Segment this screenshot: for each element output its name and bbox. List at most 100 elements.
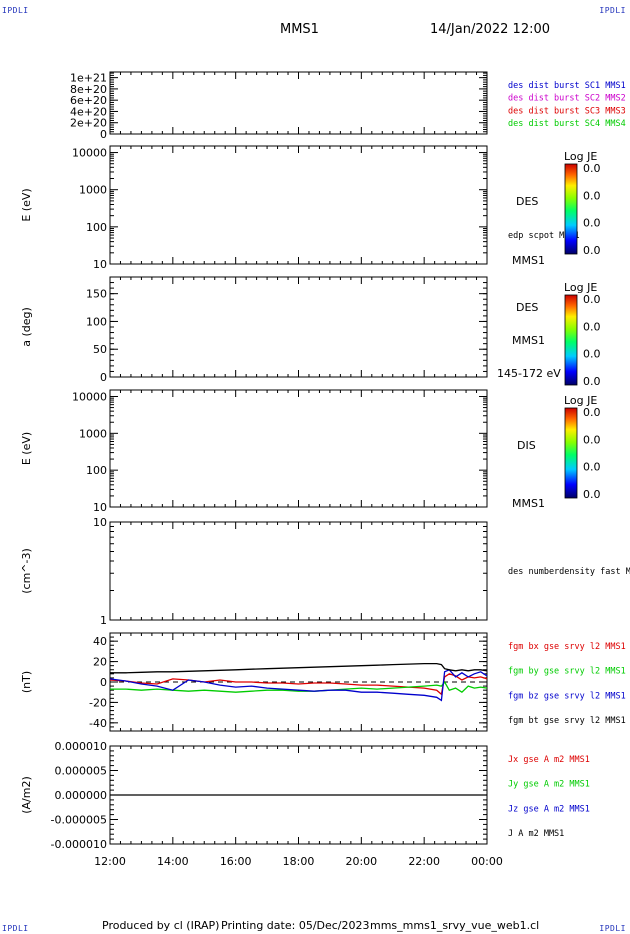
ytick-label-des-energy: 100 (86, 221, 107, 234)
spacecraft-title: MMS1 (280, 22, 319, 37)
ytick-label-dist-burst: 1e+21 (70, 72, 107, 85)
ytick-label-fgm: 40 (93, 635, 107, 648)
ytick-label-dist-burst: 2e+20 (70, 117, 107, 130)
colorbar-tick-des-pitch: 0.0 (583, 320, 601, 333)
ytick-label-density: 10 (93, 516, 107, 529)
ylabel-density: (cm^-3) (20, 548, 33, 594)
side-label-des-energy: DES (516, 195, 538, 208)
ytick-label-des-pitch: 100 (86, 315, 107, 328)
corner-tag-top-right: IPDLI (599, 6, 626, 15)
colorbar-tick-des-energy: 0.0 (583, 244, 601, 257)
xtick-label: 22:00 (408, 855, 440, 868)
panel-frame-dis-energy (109, 389, 488, 508)
footer-printing-date: Printing date: 05/Dec/2023 (221, 919, 370, 932)
legend-entry-current: Jz gse A m2 MMS1 (508, 804, 590, 814)
ytick-label-current: -0.000005 (51, 814, 107, 827)
ytick-label-dis-energy: 10 (93, 501, 107, 514)
colorbar-des-energy (564, 163, 578, 255)
ytick-label-dist-burst: 0 (100, 128, 107, 141)
ytick-label-dist-burst: 8e+20 (70, 83, 107, 96)
colorbar-tick-dis-energy: 0.0 (583, 433, 601, 446)
legend-entry-density: des numberdensity fast M (508, 567, 630, 577)
ytick-label-des-energy: 1000 (79, 184, 107, 197)
ylabel-des-pitch: a (deg) (20, 307, 33, 347)
colorbar-title-dis-energy: Log JE (564, 394, 597, 407)
colorbar-tick-des-pitch: 0.0 (583, 293, 601, 306)
side-label-des-pitch: 145-172 eV (497, 367, 561, 380)
series-line-fgm-2 (109, 669, 488, 702)
ytick-label-fgm: -40 (89, 717, 107, 730)
colorbar-title-des-energy: Log JE (564, 150, 597, 163)
legend-entry-fgm: fgm bx gse srvy l2 MMS1 (508, 642, 626, 652)
colorbar-tick-des-energy: 0.0 (583, 162, 601, 175)
ytick-label-current: 0.000010 (55, 740, 108, 753)
ytick-label-fgm: 0 (100, 676, 107, 689)
legend-entry-dist-burst: des dist burst SC2 MMS2 (508, 94, 626, 104)
ytick-label-dist-burst: 6e+20 (70, 94, 107, 107)
ytick-label-current: -0.000010 (51, 838, 107, 851)
footer-produced: Produced by cl (IRAP) (102, 919, 220, 932)
ytick-label-des-pitch: 50 (93, 343, 107, 356)
side-label-des-pitch: MMS1 (512, 334, 545, 347)
ytick-label-des-energy: 10000 (72, 147, 107, 160)
colorbar-tick-dis-energy: 0.0 (583, 488, 601, 501)
footer-filename: mms_mms1_srvy_vue_web1.cl (370, 919, 540, 932)
legend-entry-fgm: fgm bz gse srvy l2 MMS1 (508, 691, 626, 701)
xtick-label: 12:00 (94, 855, 126, 868)
datetime-title: 14/Jan/2022 12:00 (430, 22, 551, 37)
side-label-des-energy: edp scpot MMS1 (508, 231, 580, 241)
corner-tag-bottom-right: IPDLI (599, 924, 626, 933)
panel-frame-des-pitch (109, 276, 488, 378)
legend-entry-current: Jy gse A m2 MMS1 (508, 780, 590, 790)
xtick-label: 16:00 (220, 855, 252, 868)
corner-tag-bottom-left: IPDLI (2, 924, 29, 933)
side-label-dis-energy: DIS (517, 439, 536, 452)
ytick-label-density: 1 (100, 614, 107, 627)
ylabel-dis-energy: E (eV) (20, 432, 33, 465)
ytick-label-dis-energy: 10000 (72, 390, 107, 403)
legend-entry-fgm: fgm by gse srvy l2 MMS1 (508, 667, 626, 677)
ytick-label-des-pitch: 150 (86, 288, 107, 301)
ytick-label-dis-energy: 1000 (79, 427, 107, 440)
side-label-dis-energy: MMS1 (512, 497, 545, 510)
legend-entry-current: Jx gse A m2 MMS1 (508, 755, 590, 765)
legend-entry-fgm: fgm bt gse srvy l2 MMS1 (508, 716, 626, 726)
ylabel-fgm: (nT) (20, 671, 33, 693)
legend-entry-current: J A m2 MMS1 (508, 829, 564, 839)
panel-frame-des-energy (109, 145, 488, 265)
colorbar-tick-dis-energy: 0.0 (583, 461, 601, 474)
ytick-label-current: 0.000005 (55, 765, 108, 778)
legend-entry-dist-burst: des dist burst SC4 MMS4 (508, 119, 626, 129)
xtick-label: 14:00 (157, 855, 189, 868)
colorbar-tick-des-energy: 0.0 (583, 217, 601, 230)
corner-tag-top-left: IPDLI (2, 6, 29, 15)
ytick-label-des-energy: 10 (93, 258, 107, 271)
panel-frame-density (109, 521, 488, 621)
xtick-label: 18:00 (283, 855, 315, 868)
ytick-label-dist-burst: 4e+20 (70, 105, 107, 118)
series-line-fgm-1 (110, 680, 488, 694)
panel-frame-dist-burst (109, 71, 488, 135)
colorbar-des-pitch (564, 294, 578, 386)
ylabel-current: (A/m2) (20, 776, 33, 814)
colorbar-tick-dis-energy: 0.0 (583, 406, 601, 419)
ytick-label-des-pitch: 0 (100, 371, 107, 384)
ytick-label-fgm: 20 (93, 656, 107, 669)
ylabel-des-energy: E (eV) (20, 188, 33, 221)
colorbar-title-des-pitch: Log JE (564, 281, 597, 294)
legend-entry-dist-burst: des dist burst SC3 MMS3 (508, 106, 626, 116)
xtick-label: 20:00 (345, 855, 377, 868)
ytick-label-dis-energy: 100 (86, 464, 107, 477)
xtick-label: 00:00 (471, 855, 503, 868)
colorbar-tick-des-energy: 0.0 (583, 189, 601, 202)
colorbar-tick-des-pitch: 0.0 (583, 375, 601, 388)
ytick-label-current: 0.000000 (55, 789, 108, 802)
series-line-fgm-3 (110, 662, 488, 674)
side-label-des-pitch: DES (516, 301, 538, 314)
ytick-label-fgm: -20 (89, 696, 107, 709)
side-label-des-energy: MMS1 (512, 254, 545, 267)
legend-entry-dist-burst: des dist burst SC1 MMS1 (508, 81, 626, 91)
colorbar-dis-energy (564, 407, 578, 499)
colorbar-tick-des-pitch: 0.0 (583, 348, 601, 361)
